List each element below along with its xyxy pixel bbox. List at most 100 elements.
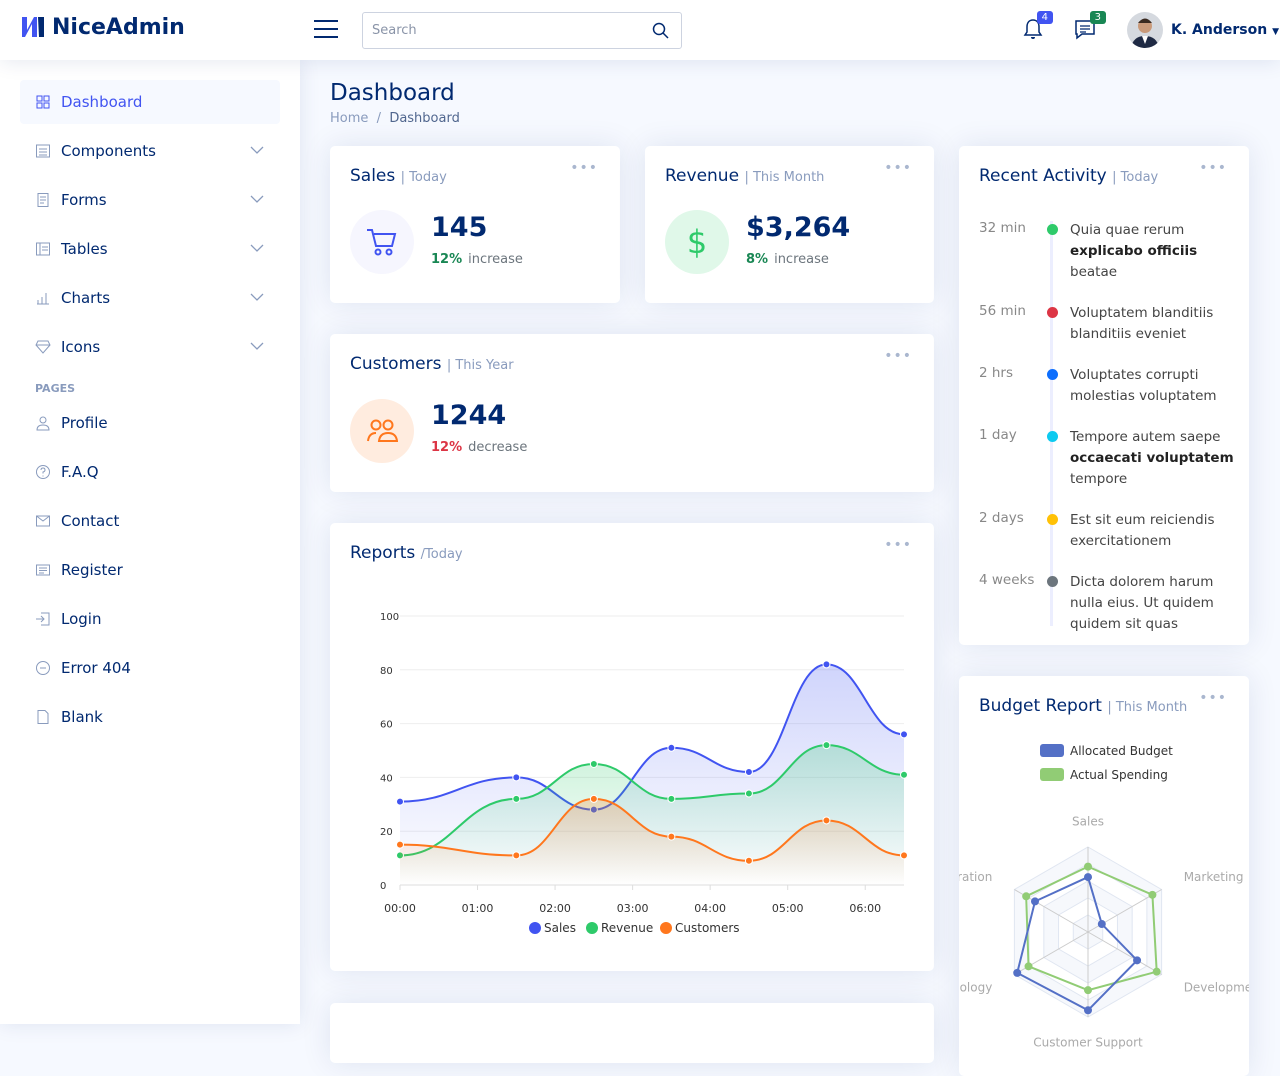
data-point-revenue <box>900 770 908 779</box>
activity-dot-icon <box>1047 576 1058 587</box>
chevron-down-icon[interactable] <box>250 241 264 255</box>
sidebar-item-forms[interactable]: Forms <box>20 178 280 222</box>
data-point-customers <box>589 794 598 803</box>
sidebar-item-register[interactable]: Register <box>20 548 280 592</box>
more-options-icon[interactable]: ••• <box>1199 160 1227 176</box>
budget-radar-chart: Allocated Budget Actual Spending Sales Mark… <box>959 744 1249 1050</box>
sidebar-item-components[interactable]: Components <box>20 129 280 173</box>
journal-text-icon <box>37 193 49 207</box>
more-options-icon[interactable]: ••• <box>884 160 912 176</box>
sidebar-item-error-404[interactable]: Error 404 <box>20 646 280 690</box>
sidebar-item-label: Forms <box>61 191 107 209</box>
chevron-down-icon[interactable] <box>250 339 264 353</box>
y-tick-label: 20 <box>380 827 393 838</box>
sales-value: 145 <box>431 212 488 243</box>
legend-marker <box>1040 768 1064 781</box>
radar-axis-label: Information Technology <box>959 980 992 994</box>
notifications-button[interactable]: 4 <box>1023 11 1053 44</box>
data-point-customers <box>900 851 908 860</box>
x-tick-label: 03:00 <box>617 902 649 915</box>
sidebar-item-icons[interactable]: Icons <box>20 325 280 369</box>
radar-point <box>1133 956 1142 965</box>
sidebar-item-contact[interactable]: Contact <box>20 499 280 543</box>
data-point-revenue <box>667 794 676 803</box>
sidebar-item-charts[interactable]: Charts <box>20 276 280 320</box>
sidebar-item-dashboard[interactable]: Dashboard <box>20 80 280 124</box>
data-point-customers <box>396 840 404 849</box>
data-point-revenue <box>822 741 831 750</box>
more-options-icon[interactable]: ••• <box>1199 690 1227 706</box>
radar-axis-label: Marketing <box>1184 870 1244 884</box>
sidebar-item-label: Charts <box>61 289 111 307</box>
data-point-sales <box>900 730 908 739</box>
sidebar-item-f-a-q[interactable]: F.A.Q <box>20 450 280 494</box>
chevron-down-icon[interactable] <box>250 192 264 206</box>
customers-card: Customers | This Year ••• 1244 12% decrea… <box>330 334 934 492</box>
sidebar-item-blank[interactable]: Blank <box>20 695 280 739</box>
breadcrumb-home[interactable]: Home <box>330 111 369 126</box>
search-icon[interactable] <box>652 22 669 39</box>
chevron-down-icon[interactable] <box>250 290 264 304</box>
sidebar-item-login[interactable]: Login <box>20 597 280 641</box>
sales-change: 12% increase <box>431 252 523 267</box>
menu-button-icon <box>36 144 50 158</box>
brand-logo[interactable]: NiceAdmin <box>20 14 185 40</box>
budget-report-card: Budget Report | This Month ••• Allocated… <box>959 676 1249 1076</box>
toggle-sidebar-button[interactable] <box>314 20 338 40</box>
y-tick-label: 80 <box>380 666 393 677</box>
more-options-icon[interactable]: ••• <box>884 348 912 364</box>
sidebar-item-profile[interactable]: Profile <box>20 401 280 445</box>
sidebar-item-label: Tables <box>61 240 108 258</box>
sidebar: Dashboard Components Forms Tables Charts Icon… <box>0 60 300 1024</box>
legend-label: Sales <box>544 921 576 935</box>
radar-point <box>1022 892 1031 901</box>
radar-point <box>1013 968 1022 977</box>
data-point-customers <box>744 856 753 865</box>
y-tick-label: 60 <box>380 720 393 731</box>
question-circle-icon <box>36 465 50 479</box>
data-point-revenue <box>589 759 598 768</box>
data-point-sales <box>667 743 676 752</box>
card-title: Customers | This Year <box>350 354 514 374</box>
reports-card: Reports /Today ••• 0 20 40 60 80 100 00:00 01:0… <box>330 523 934 971</box>
grid-icon <box>36 95 50 109</box>
y-tick-label: 100 <box>380 612 399 623</box>
avatar[interactable] <box>1127 12 1163 48</box>
sidebar-item-label: Login <box>61 610 102 628</box>
search-input[interactable] <box>363 13 633 48</box>
brand-name: NiceAdmin <box>52 14 185 40</box>
data-point-revenue <box>744 789 753 798</box>
more-options-icon[interactable]: ••• <box>570 160 598 176</box>
data-point-sales <box>822 660 831 669</box>
radar-axis-label: Development <box>1184 980 1249 994</box>
sidebar-item-label: Contact <box>61 512 120 530</box>
sidebar-item-label: Dashboard <box>61 93 143 111</box>
sales-card: Sales | Today ••• 145 12% increase <box>330 146 620 303</box>
activity-time: 32 min <box>979 220 1026 236</box>
sidebar-item-label: Error 404 <box>61 659 131 677</box>
reports-chart: 0 20 40 60 80 100 00:00 01:00 02:00 03:00 04:00 05:… <box>380 612 908 935</box>
customers-value: 1244 <box>431 400 507 431</box>
revenue-change: 8% increase <box>746 252 829 267</box>
radar-point <box>1084 862 1092 871</box>
user-menu-toggle[interactable]: K. Anderson ▼ <box>1171 22 1279 38</box>
breadcrumb: Home / Dashboard <box>330 111 460 126</box>
data-point-revenue <box>512 794 521 803</box>
messages-badge: 3 <box>1089 11 1106 24</box>
activity-time: 4 weeks <box>979 572 1035 588</box>
envelope-icon <box>36 515 50 527</box>
sidebar-item-tables[interactable]: Tables <box>20 227 280 271</box>
x-tick-label: 00:00 <box>384 902 416 915</box>
revenue-card: Revenue | This Month ••• $ $3,264 8% incr… <box>645 146 934 303</box>
recent-sales-card <box>330 1003 934 1063</box>
chevron-down-icon[interactable] <box>250 143 264 157</box>
card-list-icon <box>36 564 50 576</box>
radar-axis <box>1087 931 1162 975</box>
messages-button[interactable]: 3 <box>1074 11 1106 44</box>
x-tick-label: 05:00 <box>772 902 804 915</box>
sidebar-item-label: Icons <box>61 338 101 356</box>
x-tick-label: 02:00 <box>539 902 571 915</box>
data-point-customers <box>667 832 676 841</box>
more-options-icon[interactable]: ••• <box>884 537 912 553</box>
header: NiceAdmin 4 3 K. Anderson ▼ <box>0 0 1280 60</box>
